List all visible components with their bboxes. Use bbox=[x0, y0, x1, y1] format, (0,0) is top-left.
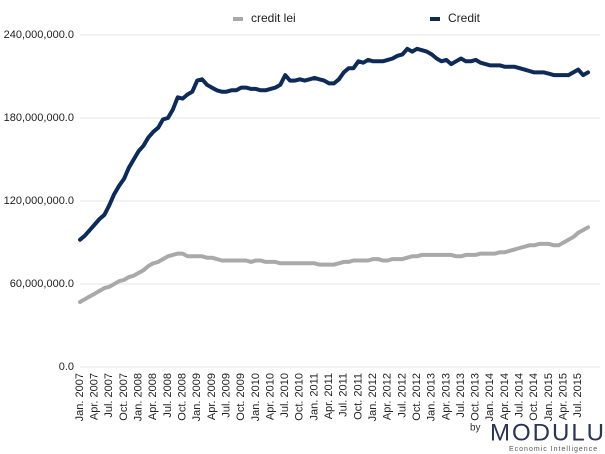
y-tick-label: 0.0 bbox=[59, 361, 74, 373]
x-tick-label: Oct. 2007 bbox=[118, 373, 130, 421]
y-tick-label: 120,000,000.0 bbox=[4, 195, 74, 207]
x-tick-label: Jan. 2007 bbox=[74, 373, 86, 421]
x-tick-label: Jul. 2014 bbox=[514, 373, 526, 418]
x-tick-label: Apr. 2010 bbox=[264, 373, 276, 420]
x-tick-label: Jul. 2009 bbox=[220, 373, 232, 418]
x-tick-label: Jan. 2014 bbox=[484, 373, 496, 421]
x-tick-label: Jan. 2008 bbox=[133, 373, 145, 421]
x-tick-label: Jul. 2012 bbox=[396, 373, 408, 418]
legend-label: credit lei bbox=[251, 11, 296, 25]
series-line bbox=[78, 225, 590, 304]
x-tick-label: Jan. 2012 bbox=[367, 373, 379, 421]
x-tick-label: Apr. 2015 bbox=[557, 373, 569, 420]
x-tick-label: Apr. 2011 bbox=[323, 373, 335, 419]
x-tick-label: Jul. 2013 bbox=[455, 373, 467, 418]
x-tick-label: Jul. 2008 bbox=[162, 373, 174, 418]
logo-by: by bbox=[470, 423, 481, 434]
x-tick-label: Apr. 2008 bbox=[147, 373, 159, 420]
x-tick-label: Jan. 2010 bbox=[250, 373, 262, 421]
legend-label: Credit bbox=[448, 11, 481, 25]
x-tick-label: Oct. 2012 bbox=[411, 373, 423, 421]
x-tick-label: Oct. 2009 bbox=[235, 373, 247, 421]
series-line bbox=[78, 46, 590, 242]
x-tick-label: Jan. 2009 bbox=[191, 373, 203, 421]
y-tick-label: 60,000,000.0 bbox=[10, 278, 74, 290]
x-tick-label: Jul. 2015 bbox=[572, 373, 584, 418]
x-tick-label: Oct. 2010 bbox=[294, 373, 306, 421]
x-tick-label: Apr. 2007 bbox=[89, 373, 101, 420]
x-tick-label: Oct. 2008 bbox=[176, 373, 188, 421]
x-tick-label: Jan. 2013 bbox=[426, 373, 438, 421]
logo-tagline: Economic Intelligence bbox=[509, 446, 598, 453]
x-tick-label: Jul. 2010 bbox=[279, 373, 291, 418]
y-tick-label: 240,000,000.0 bbox=[4, 29, 74, 41]
x-tick-label: Jan. 2015 bbox=[543, 373, 555, 421]
x-tick-label: Apr. 2009 bbox=[206, 373, 218, 420]
x-tick-label: Oct. 2011 bbox=[352, 373, 364, 420]
x-tick-label: Jul. 2011 bbox=[338, 373, 350, 417]
x-tick-label: Apr. 2013 bbox=[440, 373, 452, 420]
x-tick-label: Apr. 2012 bbox=[382, 373, 394, 420]
x-tick-label: Oct. 2014 bbox=[528, 373, 540, 421]
x-tick-label: Apr. 2014 bbox=[499, 373, 511, 420]
x-tick-label: Jul. 2007 bbox=[103, 373, 115, 418]
x-tick-label: Jan. 2011 bbox=[308, 373, 320, 421]
y-tick-label: 180,000,000.0 bbox=[4, 112, 74, 124]
x-tick-label: Oct. 2013 bbox=[470, 373, 482, 421]
logo-name: MODULUS bbox=[490, 419, 605, 446]
